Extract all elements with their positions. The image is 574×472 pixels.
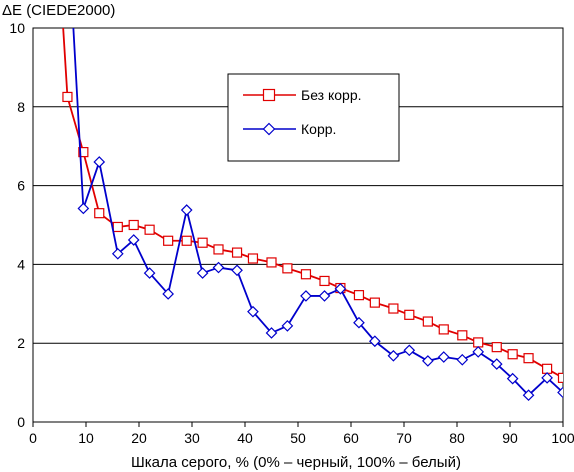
x-tick-label: 30 <box>184 430 200 446</box>
data-point-korr <box>143 267 156 279</box>
data-point-bez-korr <box>319 275 330 287</box>
y-tick-label: 10 <box>9 20 25 36</box>
data-point-korr <box>403 344 416 357</box>
series-layer <box>62 28 563 402</box>
data-point-bez-korr <box>457 330 468 341</box>
data-point-korr <box>490 358 503 370</box>
data-point-korr <box>265 327 278 339</box>
data-point-korr <box>196 267 209 279</box>
series-line-bez-korr <box>62 28 563 379</box>
data-point-korr <box>541 372 553 384</box>
x-tick-label: 80 <box>449 430 465 446</box>
data-point-korr <box>180 204 193 216</box>
data-point-bez-korr <box>422 316 433 327</box>
data-point-bez-korr <box>231 247 243 258</box>
data-point-korr <box>422 355 434 367</box>
x-tick-label: 0 <box>29 430 37 446</box>
data-point-bez-korr <box>197 237 208 248</box>
data-point-korr <box>369 335 381 348</box>
data-point-korr <box>93 156 106 168</box>
x-axis-title: Шкала серого, % (0% – черный, 100% – бел… <box>131 454 461 471</box>
data-point-korr <box>318 290 331 302</box>
data-point-bez-korr <box>62 91 73 103</box>
legend: Без корр. Корр. <box>227 73 400 162</box>
x-tick-label: 10 <box>78 430 94 446</box>
data-point-bez-korr <box>388 303 399 314</box>
data-point-bez-korr <box>507 349 518 360</box>
data-point-korr <box>456 353 469 366</box>
y-axis: 0 2 4 6 8 10 <box>9 20 25 430</box>
data-point-bez-korr <box>404 309 415 320</box>
x-tick-label: 60 <box>343 430 359 446</box>
data-point-bez-korr <box>213 244 224 255</box>
data-point-korr <box>231 264 243 277</box>
series-line-korr <box>72 28 563 397</box>
legend-label-korr: Корр. <box>301 121 336 137</box>
data-point-korr <box>437 351 450 363</box>
data-point-korr <box>77 202 90 215</box>
data-point-korr <box>162 288 174 300</box>
x-tick-label: 100 <box>551 430 574 446</box>
x-tick-label: 20 <box>131 430 147 446</box>
data-point-bez-korr <box>353 290 365 301</box>
data-point-bez-korr <box>266 257 277 268</box>
data-point-korr <box>300 290 312 302</box>
data-point-bez-korr <box>282 263 293 274</box>
data-point-korr <box>353 316 365 329</box>
legend-label-bez-korr: Без корр. <box>301 87 362 103</box>
data-point-korr <box>472 346 485 358</box>
legend-marker-bez-korr <box>262 88 276 102</box>
x-tick-label: 90 <box>502 430 518 446</box>
data-point-bez-korr <box>438 324 449 335</box>
x-tick-label: 70 <box>396 430 412 446</box>
data-point-bez-korr <box>128 219 139 231</box>
data-point-korr <box>281 320 294 332</box>
data-point-korr <box>557 386 563 399</box>
x-tick-label: 50 <box>290 430 306 446</box>
data-point-korr <box>127 234 140 246</box>
data-point-korr <box>522 389 535 402</box>
data-point-korr <box>387 349 400 362</box>
x-tick-label: 40 <box>237 430 253 446</box>
data-point-bez-korr <box>541 363 553 374</box>
x-axis: 0 10 20 30 40 50 60 70 80 90 100 <box>29 422 574 446</box>
y-axis-title: ΔE (CIEDE2000) <box>2 2 115 19</box>
data-point-korr <box>247 305 259 318</box>
data-point-bez-korr <box>112 221 123 233</box>
data-point-bez-korr <box>300 269 312 280</box>
y-tick-label: 6 <box>17 178 25 194</box>
legend-marker-korr <box>262 122 276 136</box>
data-point-bez-korr <box>473 337 484 348</box>
data-point-korr <box>506 372 519 385</box>
data-point-korr <box>334 282 347 295</box>
data-point-bez-korr <box>144 224 155 235</box>
data-point-korr <box>212 261 225 274</box>
data-point-bez-korr <box>247 253 259 264</box>
data-point-bez-korr <box>181 235 192 246</box>
y-tick-label: 0 <box>17 414 25 430</box>
y-tick-label: 2 <box>17 335 25 351</box>
data-point-bez-korr <box>523 353 534 364</box>
data-point-bez-korr <box>557 372 563 383</box>
legend-box <box>227 73 400 162</box>
data-point-bez-korr <box>491 342 502 353</box>
data-point-bez-korr <box>78 147 89 158</box>
y-tick-label: 4 <box>17 256 25 272</box>
data-point-korr <box>111 247 124 260</box>
data-point-bez-korr <box>369 297 380 308</box>
data-point-bez-korr <box>94 208 105 219</box>
data-point-bez-korr <box>163 235 174 246</box>
y-tick-label: 8 <box>17 99 25 115</box>
